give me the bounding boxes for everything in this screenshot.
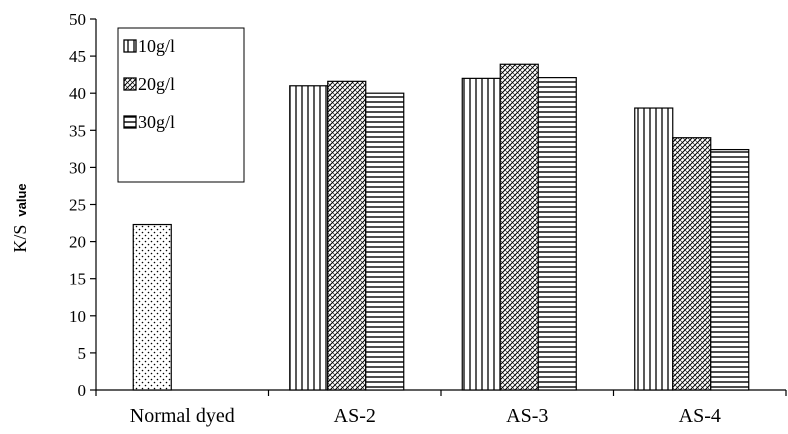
bar-30gl-as2 [365,92,405,391]
y-tick-label: 35 [69,121,86,140]
bar-20gl-as3 [499,63,539,391]
legend-label: 10g/l [138,36,175,56]
bar-normal-dyed [132,223,172,391]
legend-swatch [123,77,137,91]
x-axis: Normal dyed AS-2 AS-3 AS-4 [95,389,787,427]
y-tick-label: 40 [69,84,86,103]
y-tick-label: 30 [69,158,86,177]
y-axis-title-main: K/S [10,225,30,253]
y-tick-label: 25 [69,196,86,215]
y-tick-label: 0 [78,381,87,400]
bar-10gl-as4 [634,107,674,391]
y-tick-label: 15 [69,270,86,289]
legend-label: 30g/l [138,112,175,132]
bar-20gl-as4 [672,137,712,391]
legend-label: 20g/l [138,74,175,94]
y-axis: 0 5 10 15 20 25 30 35 40 45 50 [69,10,97,400]
bars [132,63,750,391]
x-tick-label: AS-2 [334,405,376,427]
y-axis-title: K/S value [10,183,30,252]
y-axis-title-sub: value [14,183,29,216]
bar-20gl-as2 [327,80,367,391]
x-tick-label: AS-3 [506,405,548,427]
y-tick-label: 5 [78,344,87,363]
legend-swatch [123,115,137,129]
x-tick-label: Normal dyed [130,405,235,427]
bar-10gl-as3 [461,77,501,391]
x-tick-label: AS-4 [679,405,721,427]
bar-10gl-as2 [289,85,329,391]
legend-box [117,27,245,183]
y-tick-label: 20 [69,233,86,252]
bar-30gl-as3 [537,77,577,391]
y-tick-label: 45 [69,47,86,66]
legend-swatch [123,39,137,53]
y-tick-label: 10 [69,307,86,326]
bar-30gl-as4 [710,148,750,391]
y-tick-label: 50 [69,10,86,29]
legend: 10g/l 20g/l 30g/l [117,27,245,183]
